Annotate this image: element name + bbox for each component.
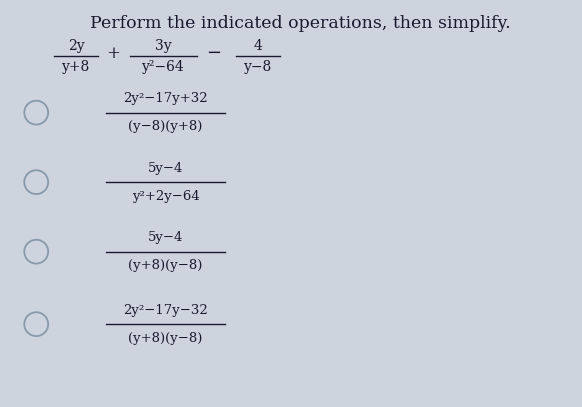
Text: 3y: 3y	[155, 39, 172, 53]
Text: 5y−4: 5y−4	[148, 231, 183, 244]
Text: 2y²−17y−32: 2y²−17y−32	[123, 304, 208, 317]
Text: Perform the indicated operations, then simplify.: Perform the indicated operations, then s…	[90, 15, 510, 32]
Text: 5y−4: 5y−4	[148, 162, 183, 175]
Text: (y+8)(y−8): (y+8)(y−8)	[129, 332, 203, 345]
Text: y²+2y−64: y²+2y−64	[132, 190, 200, 203]
Text: 2y: 2y	[68, 39, 84, 53]
Text: 4: 4	[254, 39, 262, 53]
Text: (y+8)(y−8): (y+8)(y−8)	[129, 259, 203, 272]
Text: 2y²−17y+32: 2y²−17y+32	[123, 92, 208, 105]
Text: y+8: y+8	[62, 60, 90, 74]
Text: −: −	[206, 44, 221, 62]
Text: +: +	[106, 44, 120, 61]
Text: (y−8)(y+8): (y−8)(y+8)	[129, 120, 203, 133]
Text: y−8: y−8	[244, 60, 272, 74]
Text: y²−64: y²−64	[142, 60, 185, 74]
